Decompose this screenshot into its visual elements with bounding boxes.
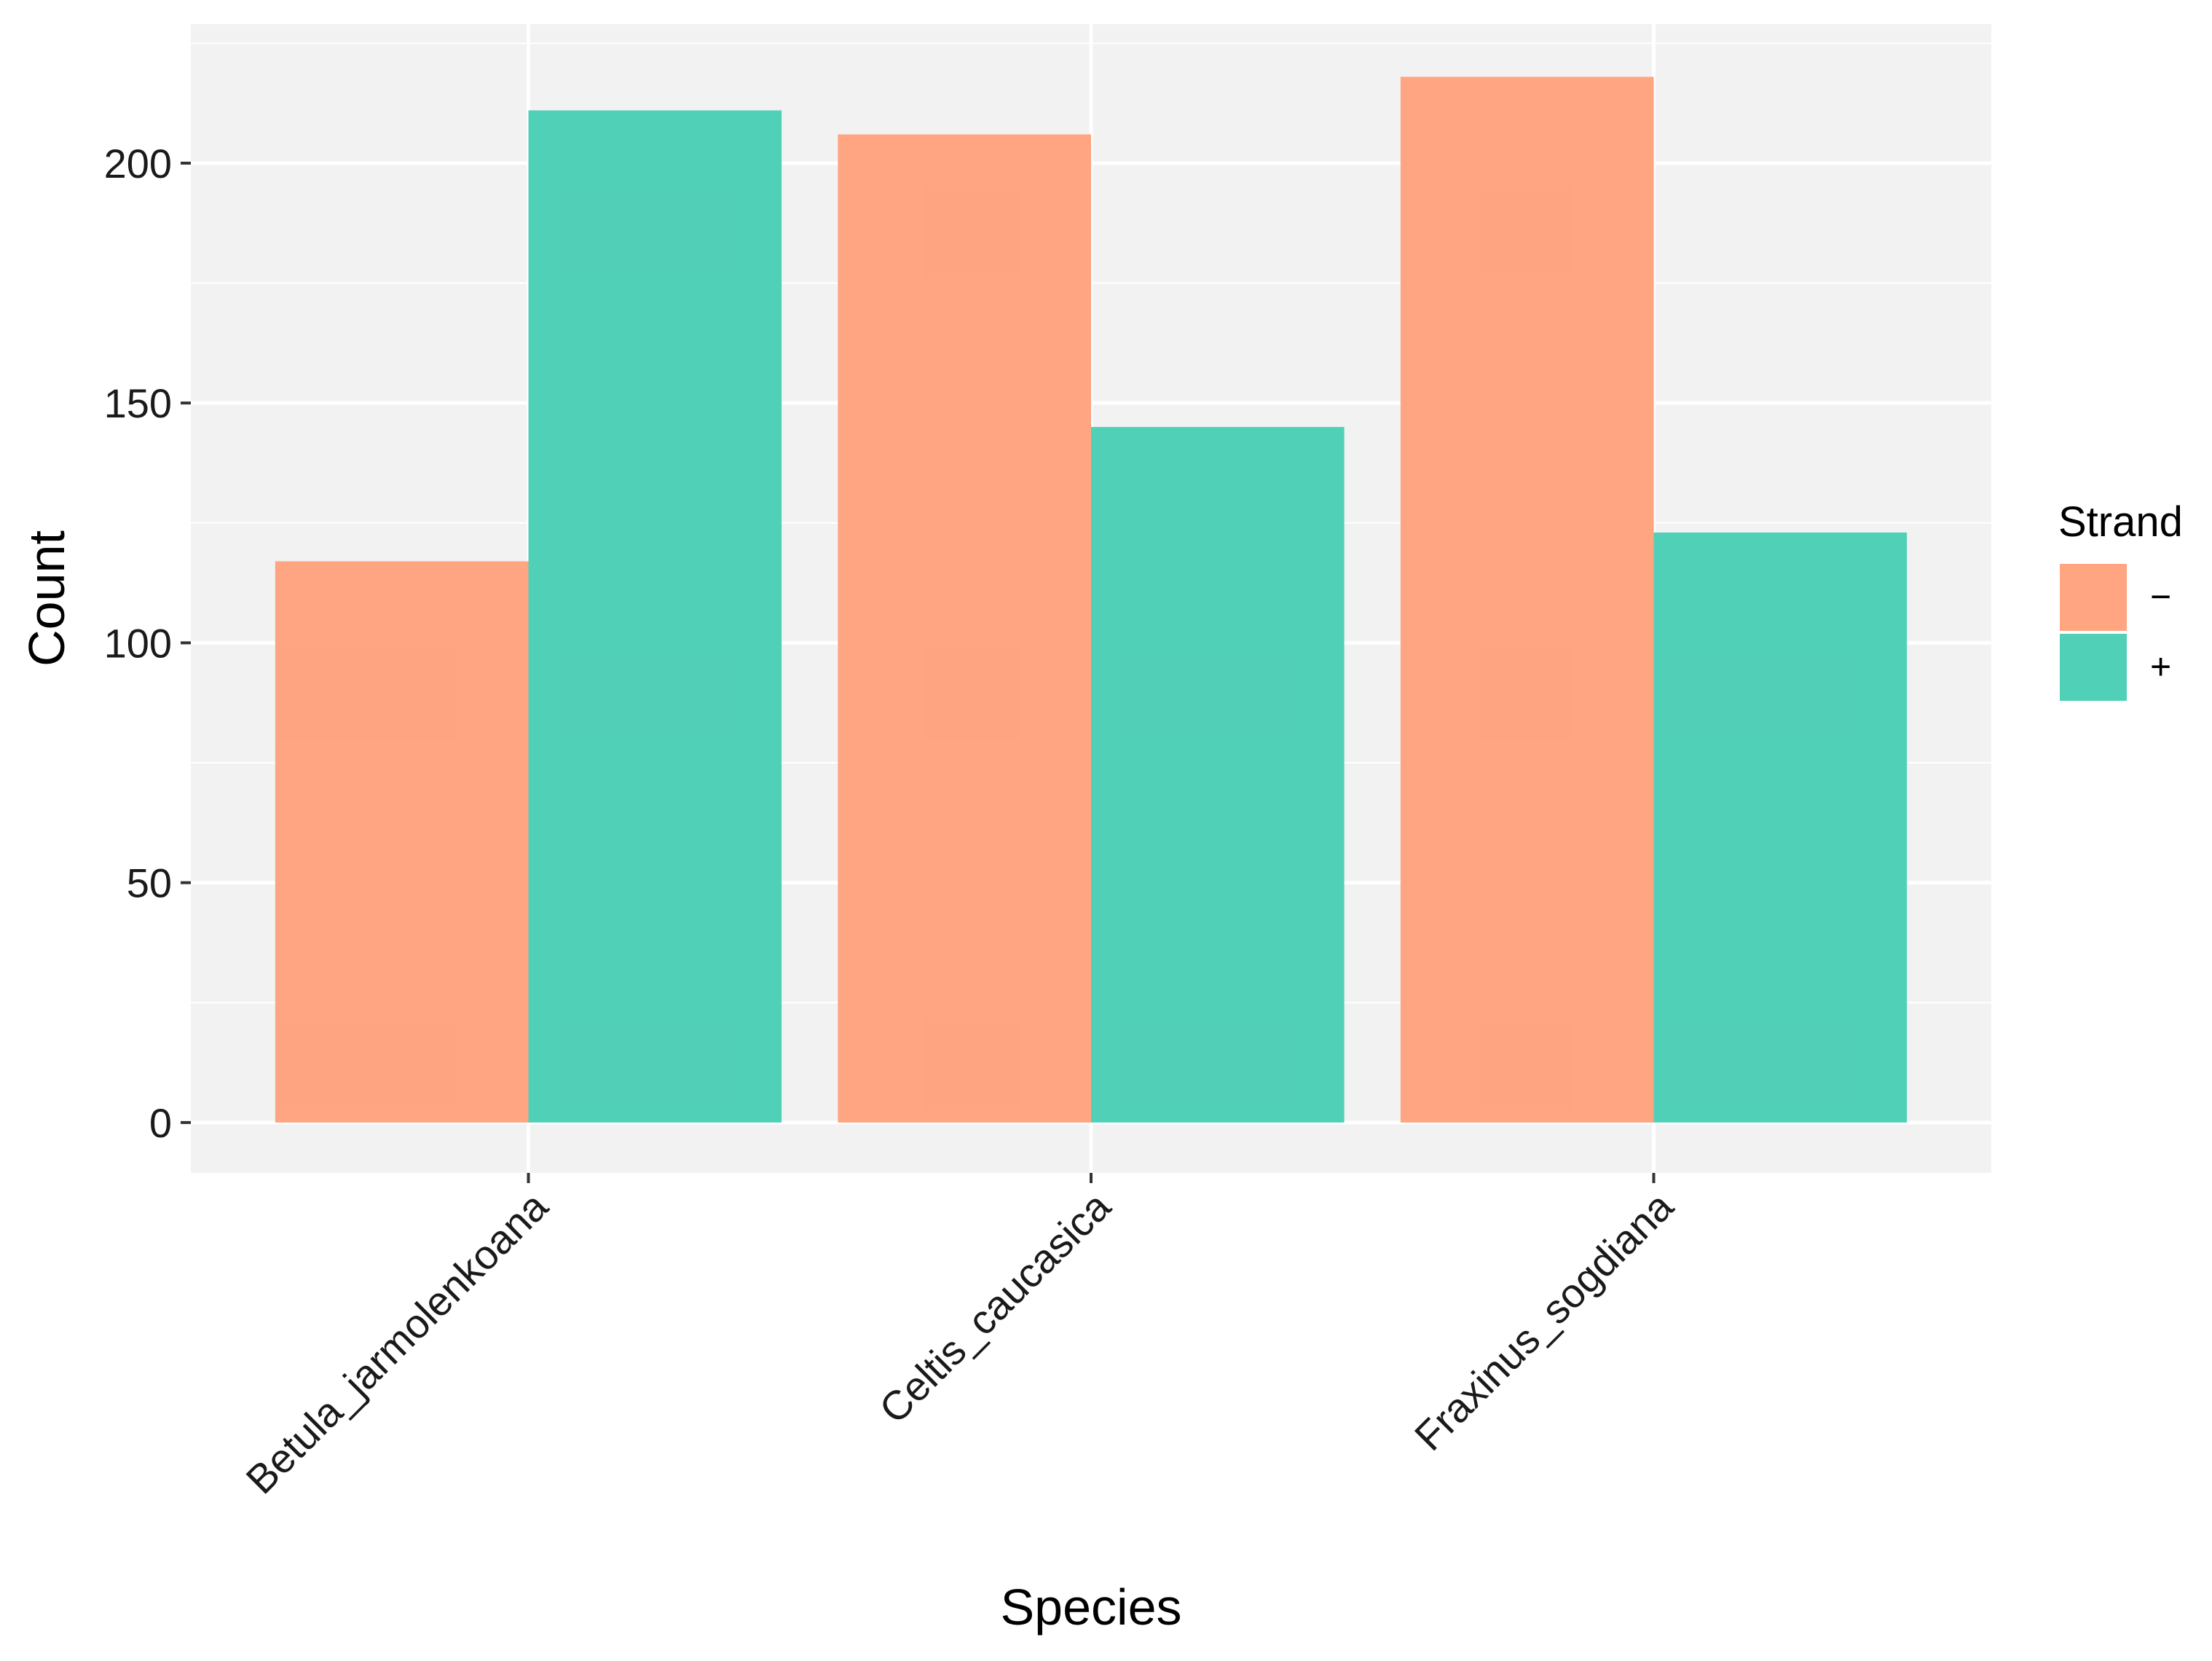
legend-items: −+ bbox=[2060, 564, 2171, 701]
y-tick-label: 50 bbox=[127, 860, 172, 906]
legend-key bbox=[2060, 564, 2127, 631]
bar bbox=[275, 561, 529, 1123]
bar bbox=[838, 134, 1091, 1123]
legend-label: + bbox=[2150, 646, 2171, 687]
y-tick-label: 100 bbox=[104, 620, 172, 666]
bar bbox=[1400, 76, 1654, 1123]
legend-key bbox=[2060, 634, 2127, 701]
y-axis-ticks: 0 50 100 150 200 bbox=[104, 141, 191, 1146]
bar bbox=[528, 110, 782, 1123]
x-axis-title: Species bbox=[1000, 1579, 1181, 1636]
y-tick-label: 150 bbox=[104, 380, 172, 426]
bars bbox=[275, 76, 1908, 1123]
y-axis-title: Count bbox=[18, 530, 75, 667]
legend-label: − bbox=[2150, 576, 2171, 617]
legend-title: Strand bbox=[2058, 498, 2183, 546]
legend: Strand −+ bbox=[2058, 498, 2183, 701]
y-tick-label: 0 bbox=[149, 1100, 172, 1146]
bar bbox=[1091, 427, 1345, 1123]
bar bbox=[1653, 532, 1908, 1123]
y-tick-label: 200 bbox=[104, 141, 172, 186]
